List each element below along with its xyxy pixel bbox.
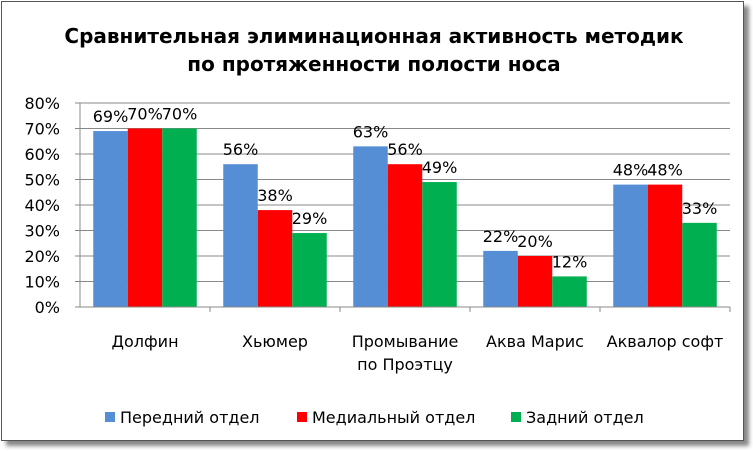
data-label: 48% — [647, 161, 683, 180]
data-label: 63% — [353, 122, 389, 141]
y-tick-label: 0% — [35, 298, 60, 317]
x-tick-label: Долфин — [111, 332, 178, 351]
y-tick-label: 40% — [24, 196, 60, 215]
data-label: 29% — [292, 209, 328, 228]
data-label: 48% — [613, 161, 649, 180]
legend-swatch — [297, 412, 307, 422]
bar-медиальный-отдел — [517, 256, 553, 307]
legend-label: Медиальный отдел — [312, 408, 475, 427]
bar-задний-отдел — [162, 128, 197, 307]
x-tick-label: Аква Марис — [486, 332, 584, 351]
data-label: 33% — [682, 199, 718, 218]
bar-передний-отдел — [353, 146, 388, 307]
x-tick-label: Аквалор софт — [607, 332, 724, 351]
data-label: 12% — [552, 252, 588, 271]
bar-передний-отдел — [223, 164, 258, 307]
chart-title: Сравнительная элиминационная активность … — [64, 24, 684, 48]
y-tick-label: 80% — [24, 94, 60, 113]
x-tick-label: Хьюмер — [242, 332, 308, 351]
y-tick-label: 60% — [24, 145, 60, 164]
data-label: 56% — [387, 140, 423, 159]
bar-задний-отдел — [292, 233, 327, 307]
y-tick-label: 50% — [24, 171, 60, 190]
legend-swatch — [105, 412, 115, 422]
legend-label: Задний отдел — [526, 408, 644, 427]
data-label: 20% — [517, 232, 553, 251]
y-tick-label: 20% — [24, 247, 60, 266]
bar-задний-отдел — [422, 182, 457, 307]
bar-передний-отдел — [613, 184, 648, 307]
x-tick-label: по Проэтцу — [357, 355, 453, 374]
legend-label: Передний отдел — [120, 408, 260, 427]
bar-передний-отдел — [483, 250, 518, 307]
y-tick-label: 70% — [24, 120, 60, 139]
bar-задний-отдел — [682, 222, 717, 307]
data-label: 70% — [127, 105, 163, 124]
legend-swatch — [511, 412, 521, 422]
y-tick-label: 30% — [24, 222, 60, 241]
bar-медиальный-отдел — [387, 164, 423, 307]
data-label: 69% — [93, 107, 129, 126]
y-tick-label: 10% — [24, 273, 60, 292]
bar-медиальный-отдел — [127, 128, 163, 307]
bar-медиальный-отдел — [647, 184, 683, 307]
data-label: 70% — [162, 105, 198, 124]
bar-передний-отдел — [93, 131, 128, 307]
bar-задний-отдел — [552, 276, 587, 307]
data-label: 22% — [483, 227, 519, 246]
chart-title: по протяженности полости носа — [187, 52, 560, 76]
data-label: 38% — [257, 186, 293, 205]
data-label: 56% — [223, 140, 259, 159]
x-tick-label: Промывание — [352, 332, 459, 351]
bar-медиальный-отдел — [257, 210, 293, 307]
data-label: 49% — [422, 158, 458, 177]
